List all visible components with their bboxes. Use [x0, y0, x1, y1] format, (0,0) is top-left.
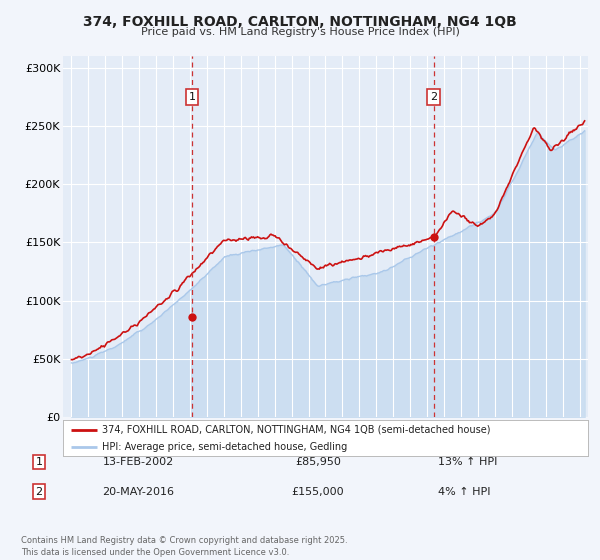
Text: Price paid vs. HM Land Registry's House Price Index (HPI): Price paid vs. HM Land Registry's House …	[140, 27, 460, 37]
Text: £155,000: £155,000	[292, 487, 344, 497]
Text: 1: 1	[35, 457, 43, 467]
Text: 2: 2	[35, 487, 43, 497]
Text: 4% ↑ HPI: 4% ↑ HPI	[438, 487, 491, 497]
Text: 374, FOXHILL ROAD, CARLTON, NOTTINGHAM, NG4 1QB: 374, FOXHILL ROAD, CARLTON, NOTTINGHAM, …	[83, 15, 517, 29]
Text: 13% ↑ HPI: 13% ↑ HPI	[438, 457, 497, 467]
Text: Contains HM Land Registry data © Crown copyright and database right 2025.
This d: Contains HM Land Registry data © Crown c…	[21, 536, 347, 557]
Text: 13-FEB-2002: 13-FEB-2002	[103, 457, 173, 467]
Text: 2: 2	[430, 92, 437, 102]
Text: £85,950: £85,950	[295, 457, 341, 467]
Text: HPI: Average price, semi-detached house, Gedling: HPI: Average price, semi-detached house,…	[103, 442, 347, 452]
Text: 20-MAY-2016: 20-MAY-2016	[102, 487, 174, 497]
Text: 1: 1	[188, 92, 196, 102]
Text: 374, FOXHILL ROAD, CARLTON, NOTTINGHAM, NG4 1QB (semi-detached house): 374, FOXHILL ROAD, CARLTON, NOTTINGHAM, …	[103, 425, 491, 435]
